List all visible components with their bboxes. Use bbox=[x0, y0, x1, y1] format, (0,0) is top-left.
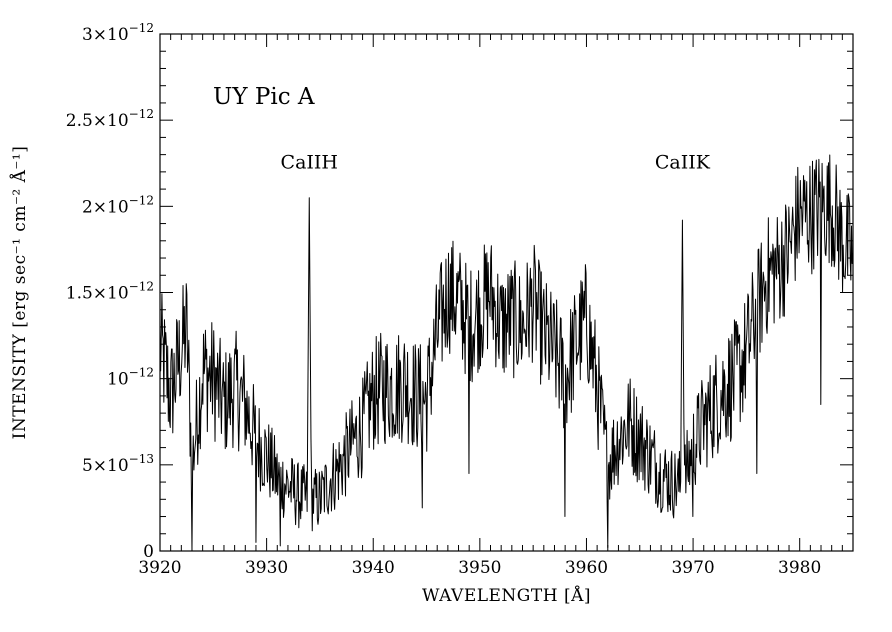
tick-layer bbox=[159, 33, 854, 552]
y-tick-label: 10−12 bbox=[107, 366, 154, 390]
x-tick-label: 3930 bbox=[245, 558, 288, 578]
chart-title: UY Pic A bbox=[213, 84, 315, 110]
x-tick-label: 3960 bbox=[565, 558, 608, 578]
y-tick-label: 5×10−13 bbox=[82, 452, 154, 476]
y-tick-labels: 0 5×10−13 10−12 1.5×10−12 2×10−12 2.5×10−12 3×… bbox=[66, 21, 154, 562]
spectrum-line bbox=[159, 154, 854, 552]
y-tick-label: 2.5×10−12 bbox=[66, 107, 154, 131]
annotation-caiih: CaIIH bbox=[281, 151, 338, 173]
y-tick-label: 3×10−12 bbox=[82, 21, 154, 45]
x-tick-label: 3940 bbox=[352, 558, 395, 578]
x-tick-labels: 3920 3930 3940 3950 3960 3970 3980 bbox=[138, 558, 821, 578]
x-tick-label: 3920 bbox=[138, 558, 181, 578]
x-axis-title: WAVELENGTH [Å] bbox=[422, 585, 591, 606]
data-layer bbox=[159, 154, 854, 552]
x-tick-label: 3980 bbox=[778, 558, 821, 578]
y-tick-label: 0 bbox=[143, 542, 154, 562]
x-tick-label: 3970 bbox=[671, 558, 714, 578]
annotation-caiik: CaIIK bbox=[655, 151, 711, 173]
y-tick-label: 1.5×10−12 bbox=[66, 280, 154, 304]
y-axis-title: INTENSITY [erg sec⁻¹ cm⁻² Å⁻¹] bbox=[9, 146, 30, 440]
x-tick-label: 3950 bbox=[458, 558, 501, 578]
y-tick-label: 2×10−12 bbox=[82, 193, 154, 217]
